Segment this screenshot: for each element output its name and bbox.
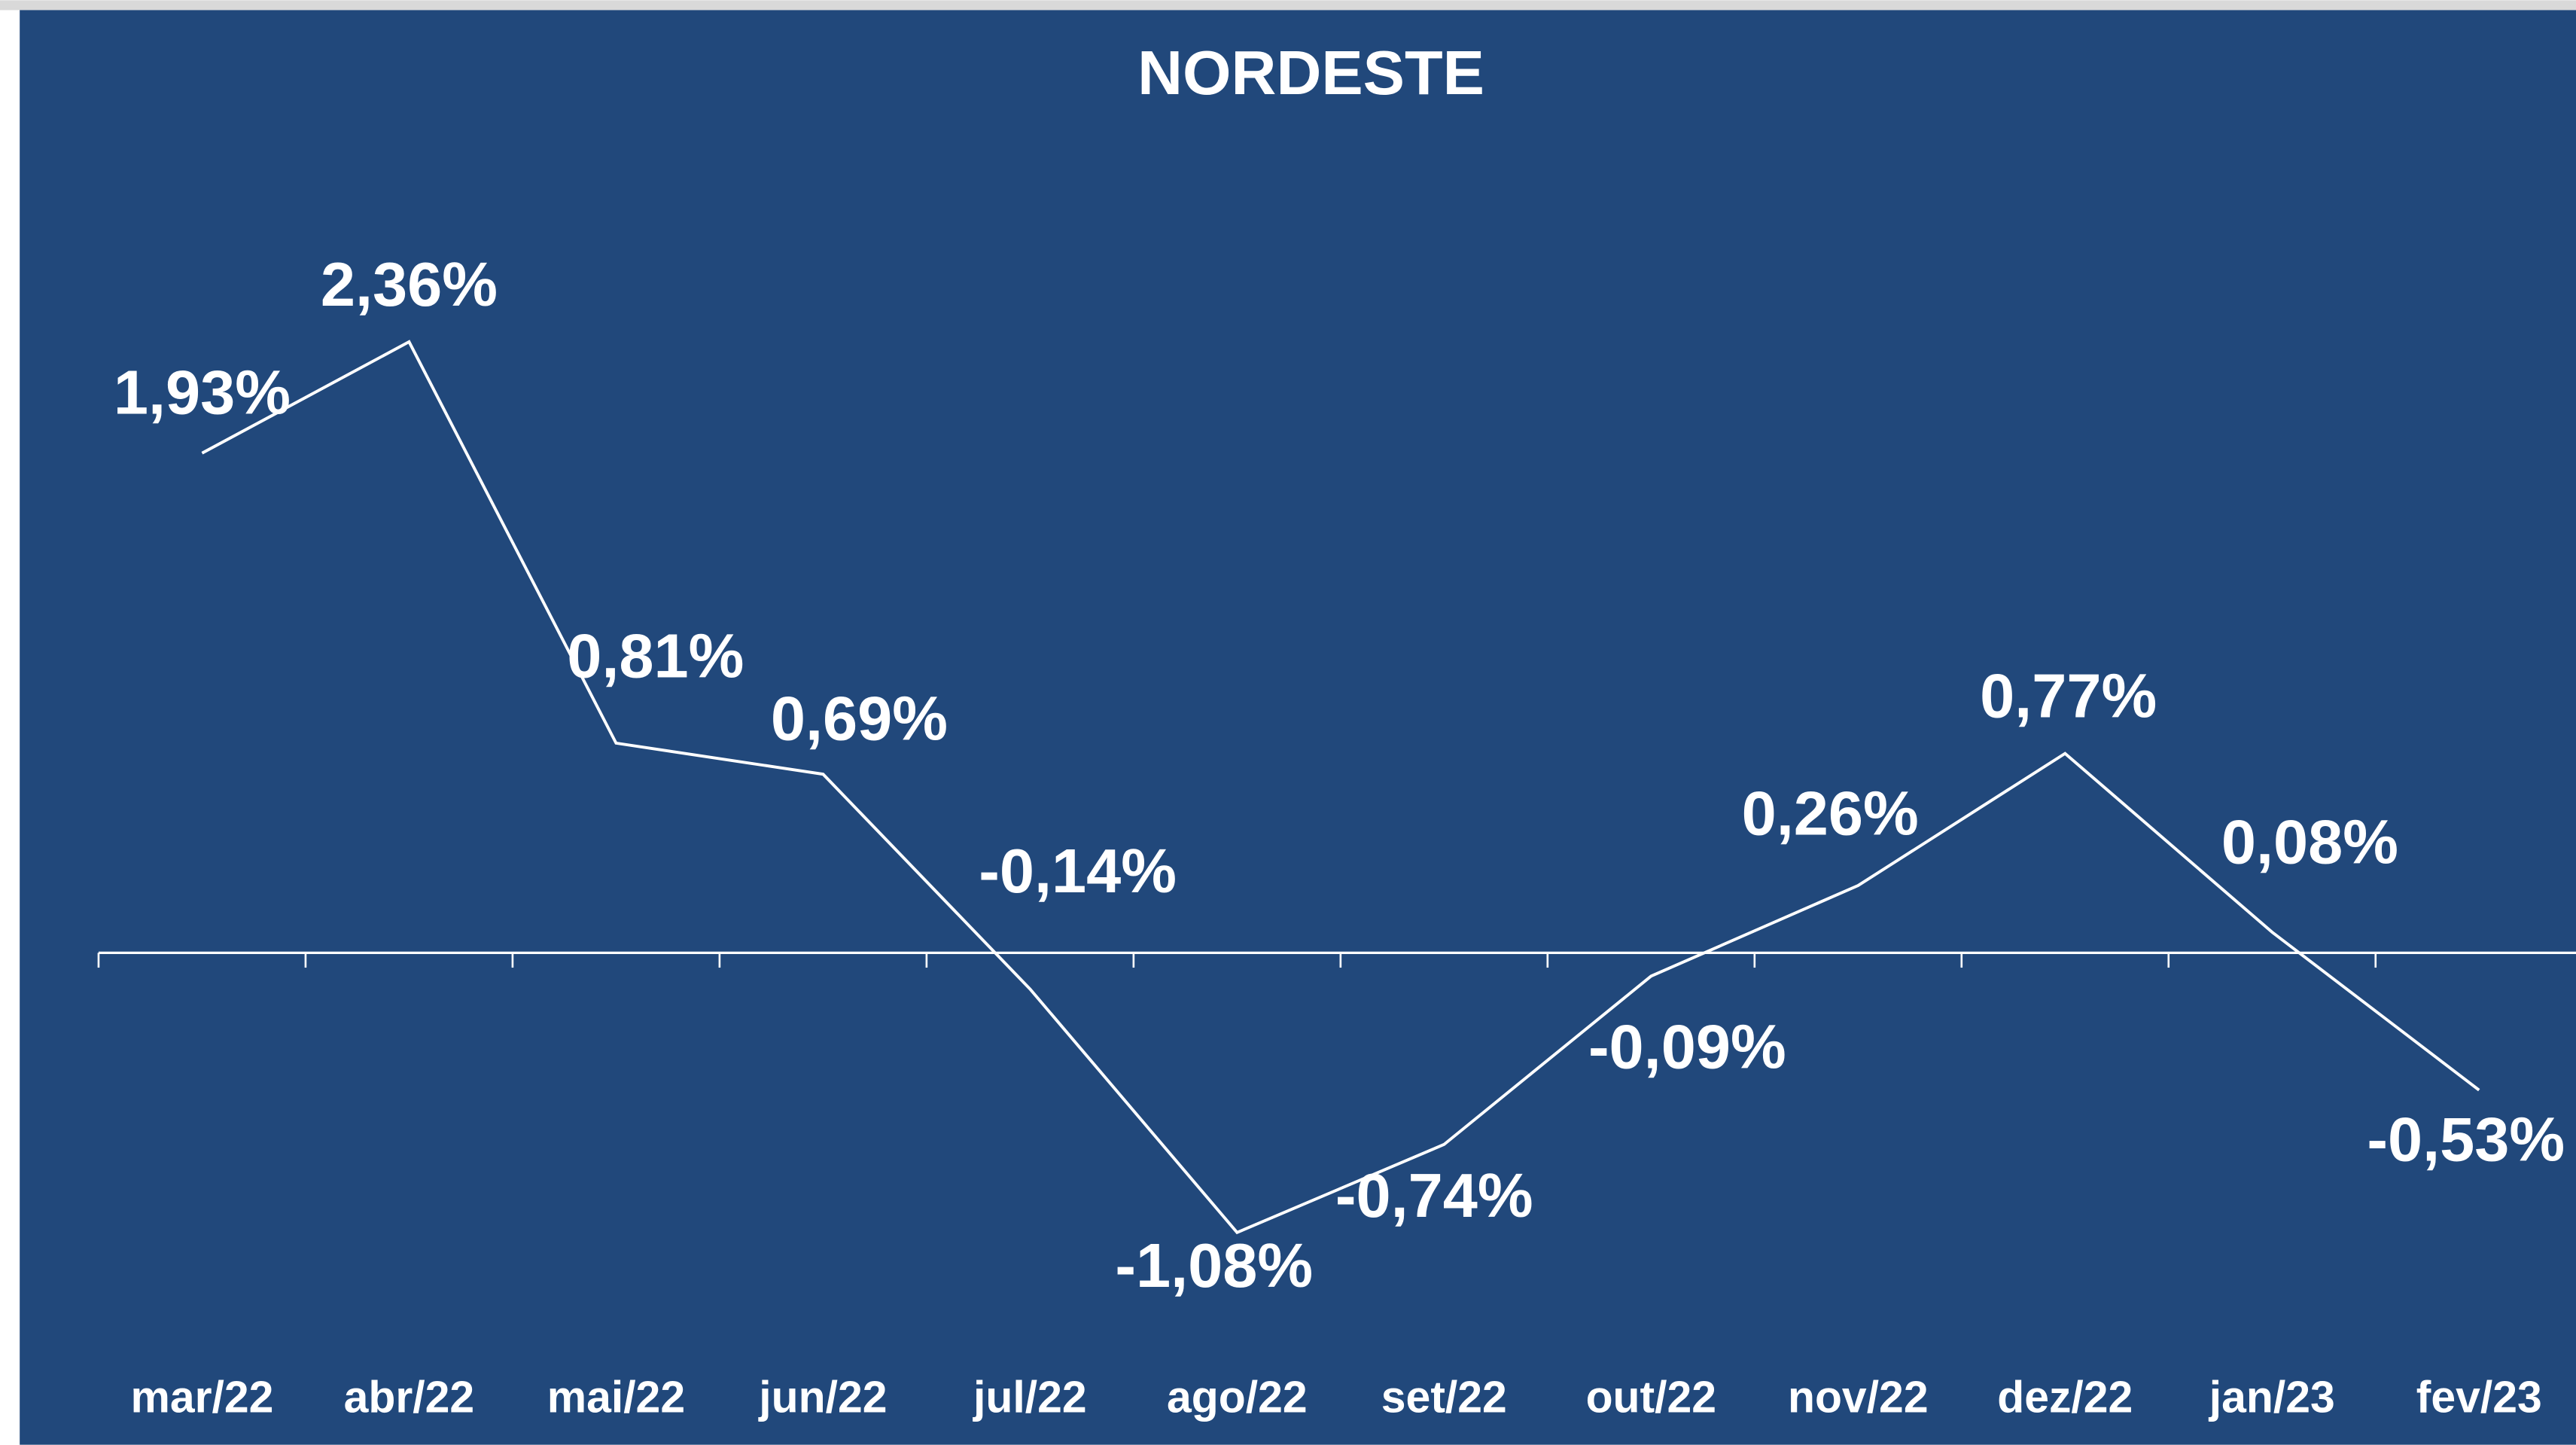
x-tick-label: jul/22: [973, 1373, 1087, 1422]
x-tick-label: jan/23: [2209, 1373, 2335, 1422]
data-label: 0,81%: [567, 621, 744, 691]
data-label: -1,08%: [1115, 1230, 1313, 1300]
x-tick-label: fev/23: [2416, 1373, 2542, 1422]
x-tick-label: jun/22: [758, 1373, 887, 1422]
data-label: 1,93%: [114, 357, 291, 427]
x-tick-label: ago/22: [1167, 1373, 1308, 1422]
data-label: 0,08%: [2221, 806, 2398, 876]
data-label: -0,53%: [2367, 1105, 2565, 1175]
data-label: -0,09%: [1588, 1012, 1786, 1082]
data-label: 0,69%: [771, 683, 948, 753]
x-tick-label: nov/22: [1788, 1373, 1929, 1422]
top-strip: [0, 0, 2576, 11]
data-label: 0,26%: [1742, 778, 1919, 848]
x-tick-label: mai/22: [547, 1373, 685, 1422]
x-tick-label: dez/22: [1997, 1373, 2133, 1422]
data-label: -0,74%: [1335, 1160, 1533, 1230]
chart-title: NORDESTE: [1137, 38, 1484, 108]
data-label: -0,14%: [979, 836, 1177, 906]
x-tick-label: set/22: [1381, 1373, 1507, 1422]
data-label: 0,77%: [1980, 661, 2157, 731]
data-label: 2,36%: [321, 249, 498, 319]
x-tick-label: out/22: [1586, 1373, 1716, 1422]
x-tick-label: mar/22: [130, 1373, 273, 1422]
x-tick-label: abr/22: [344, 1373, 475, 1422]
data-line: [201, 340, 2480, 1235]
